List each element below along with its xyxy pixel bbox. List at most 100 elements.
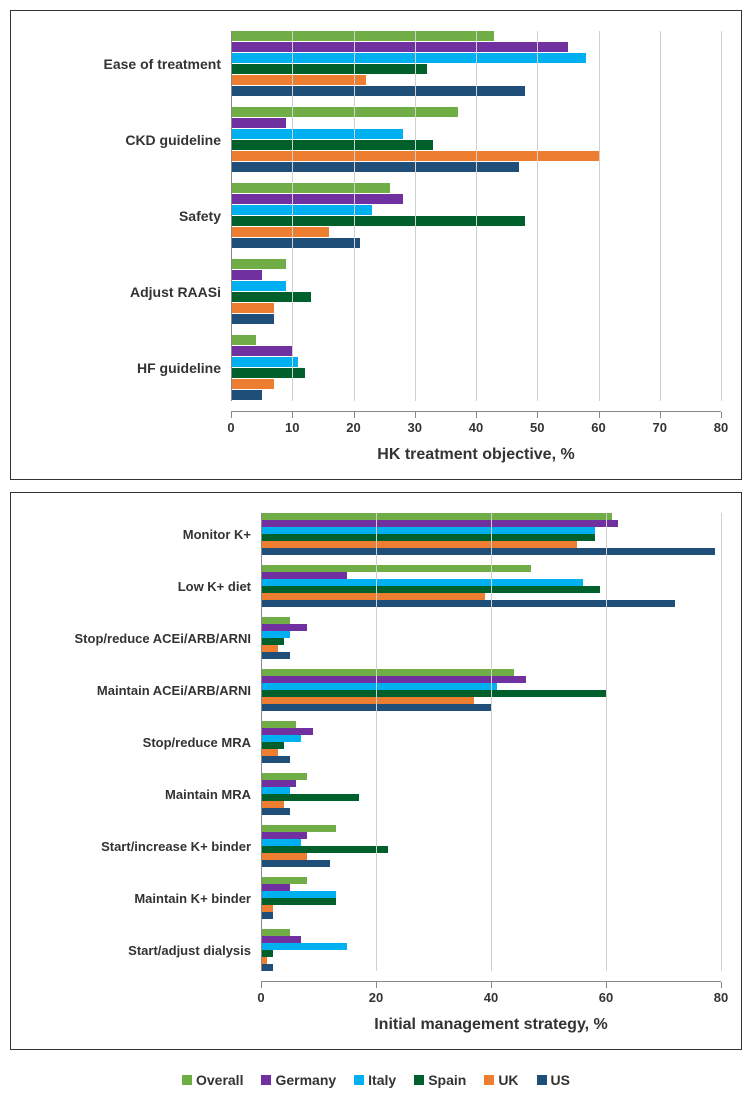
bar-row [231,64,721,74]
bar-row [261,652,721,659]
bars-column [261,929,721,971]
bar-row [261,853,721,860]
bar-row [261,898,721,905]
bar-italy [231,357,298,367]
category-group: Maintain K+ binder [31,877,721,919]
bar-row [231,346,721,356]
bar-uk [231,75,366,85]
bar-uk [261,593,485,600]
bar-spain [231,368,305,378]
legend-label: Italy [368,1072,396,1088]
x-tick-label: 30 [408,420,422,435]
bar-spain [261,846,388,853]
bar-spain [231,216,525,226]
category-label: Stop/reduce ACEi/ARB/ARNI [31,631,261,646]
bar-row [231,227,721,237]
bar-row [261,520,721,527]
bar-row [261,624,721,631]
bar-row [231,129,721,139]
bar-uk [261,853,307,860]
bar-uk [231,379,274,389]
bar-row [231,140,721,150]
bar-row [261,704,721,711]
x-tick [261,982,262,988]
bar-row [231,205,721,215]
legend-swatch [354,1075,364,1085]
bar-row [261,534,721,541]
bar-overall [261,877,307,884]
bar-row [231,151,721,161]
category-label: Maintain MRA [31,787,261,802]
bar-italy [261,839,301,846]
category-group: Safety [31,183,721,249]
category-label: Low K+ diet [31,579,261,594]
bar-row [261,548,721,555]
bar-germany [231,194,403,204]
bar-row [231,379,721,389]
bar-spain [231,292,311,302]
bar-row [261,912,721,919]
bar-row [261,721,721,728]
bar-row [261,586,721,593]
bar-row [261,742,721,749]
bar-italy [261,579,583,586]
bar-us [261,756,290,763]
bars-column [261,669,721,711]
x-tick-label: 80 [714,420,728,435]
bar-germany [261,572,347,579]
bar-italy [231,129,403,139]
bar-germany [231,270,262,280]
category-label: Adjust RAASi [31,284,231,300]
bar-us [231,162,519,172]
bar-us [231,86,525,96]
category-label: Ease of treatment [31,56,231,72]
bar-us [231,314,274,324]
bar-row [261,839,721,846]
x-tick-label: 40 [484,990,498,1005]
bar-italy [231,205,372,215]
bar-row [261,645,721,652]
x-tick [721,982,722,988]
bar-overall [231,31,494,41]
bar-row [231,390,721,400]
bar-row [261,565,721,572]
x-tick [537,412,538,418]
bar-row [261,787,721,794]
bars-column [261,513,721,555]
bar-italy [261,527,595,534]
bar-row [231,216,721,226]
bar-overall [261,721,296,728]
x-tick [476,412,477,418]
bar-row [231,292,721,302]
bar-overall [231,107,458,117]
bar-row [231,259,721,269]
bar-row [261,541,721,548]
bar-row [261,631,721,638]
bar-row [261,638,721,645]
bar-us [261,704,491,711]
x-tick-label: 70 [653,420,667,435]
bar-row [261,964,721,971]
bar-spain [261,950,273,957]
x-axis-title: Initial management strategy, % [261,1016,721,1034]
legend-item-us: US [537,1072,570,1088]
bar-uk [261,541,577,548]
bar-row [231,314,721,324]
bar-spain [231,64,427,74]
category-group: Start/increase K+ binder [31,825,721,867]
legend-swatch [484,1075,494,1085]
bar-row [231,183,721,193]
bar-germany [261,780,296,787]
bar-row [231,281,721,291]
bars-column [231,259,721,325]
bars-column [261,773,721,815]
bars-column [261,721,721,763]
bar-uk [261,749,278,756]
bar-italy [231,281,286,291]
x-axis-title: HK treatment objective, % [231,446,721,464]
bar-spain [261,586,600,593]
category-group: Start/adjust dialysis [31,929,721,971]
category-group: Adjust RAASi [31,259,721,325]
bar-uk [261,697,474,704]
bar-row [261,794,721,801]
